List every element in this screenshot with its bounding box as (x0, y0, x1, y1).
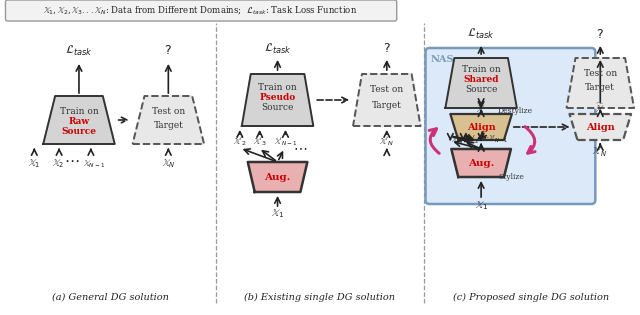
Text: (c) Proposed single DG solution: (c) Proposed single DG solution (452, 292, 609, 301)
Text: Shared: Shared (463, 76, 499, 84)
Text: $\mathcal{L}_{task}$: $\mathcal{L}_{task}$ (467, 27, 495, 41)
Text: Source: Source (261, 102, 294, 112)
Polygon shape (242, 74, 314, 126)
Text: Align: Align (586, 123, 614, 131)
Text: $\mathbb{X}'_3$: $\mathbb{X}'_3$ (451, 134, 463, 146)
Text: $\mathbb{X}'_2$: $\mathbb{X}'_2$ (233, 136, 246, 148)
Text: Destylize: Destylize (498, 107, 533, 115)
Text: Source: Source (61, 128, 97, 136)
FancyArrowPatch shape (429, 129, 439, 153)
Text: $\mathbb{X}'_{N-1}$: $\mathbb{X}'_{N-1}$ (274, 136, 297, 148)
Polygon shape (451, 114, 512, 140)
Text: $\mathbb{X}'_N$: $\mathbb{X}'_N$ (380, 136, 394, 148)
Text: Raw: Raw (68, 117, 90, 127)
Text: (a) General DG solution: (a) General DG solution (52, 293, 169, 301)
Text: Target: Target (154, 121, 183, 129)
Text: $\mathcal{L}_{task}$: $\mathcal{L}_{task}$ (264, 42, 291, 56)
Text: $\mathbb{X}_1$: $\mathbb{X}_1$ (475, 200, 488, 212)
Text: $\mathbb{X}_1, \mathbb{X}_2, \mathbb{X}_3... \mathbb{X}_N$: Data from Different : $\mathbb{X}_1, \mathbb{X}_2, \mathbb{X}_… (43, 4, 357, 16)
Text: $\mathbb{X}_{N-1}$: $\mathbb{X}_{N-1}$ (83, 158, 105, 170)
Text: Train on: Train on (60, 107, 99, 117)
Polygon shape (132, 96, 204, 144)
Text: (b) Existing single DG solution: (b) Existing single DG solution (244, 292, 395, 301)
Text: Aug.: Aug. (264, 173, 291, 181)
Polygon shape (451, 149, 511, 177)
Text: $\mathbb{X}_1$: $\mathbb{X}_1$ (271, 208, 284, 220)
Text: $\mathbb{X}'_3$: $\mathbb{X}'_3$ (253, 136, 266, 148)
Text: $\mathbb{X}_N$: $\mathbb{X}_N$ (161, 158, 175, 170)
Text: Target: Target (372, 100, 402, 110)
Polygon shape (44, 96, 115, 144)
Text: Source: Source (465, 85, 497, 94)
Text: Target: Target (586, 83, 615, 91)
Polygon shape (248, 162, 307, 192)
FancyArrowPatch shape (525, 127, 535, 153)
Text: $\widetilde{\mathbb{X}}$: $\widetilde{\mathbb{X}}$ (595, 101, 605, 115)
Text: Stylize: Stylize (498, 173, 524, 181)
Text: $\mathbb{X}'_N$: $\mathbb{X}'_N$ (593, 145, 608, 159)
Text: $\cdots\mathbb{X}'_{N-1}$: $\cdots\mathbb{X}'_{N-1}$ (481, 133, 509, 145)
Text: Train on: Train on (461, 66, 500, 75)
Text: $\widetilde{\mathbb{X}}$: $\widetilde{\mathbb{X}}$ (476, 101, 486, 115)
Text: NAS: NAS (431, 55, 454, 65)
Polygon shape (570, 114, 631, 140)
Polygon shape (353, 74, 420, 126)
Polygon shape (566, 58, 634, 108)
Text: $\mathbb{X}_1$: $\mathbb{X}_1$ (28, 158, 40, 170)
Polygon shape (445, 58, 517, 108)
Text: Test on: Test on (370, 85, 403, 94)
Text: Test on: Test on (152, 107, 185, 117)
Text: Align: Align (467, 123, 495, 131)
Text: Aug.: Aug. (468, 158, 494, 168)
Text: $\cdots$: $\cdots$ (293, 140, 308, 154)
Text: $\mathcal{L}_{task}$: $\mathcal{L}_{task}$ (65, 44, 93, 58)
FancyBboxPatch shape (426, 48, 595, 204)
FancyBboxPatch shape (6, 0, 397, 21)
Text: $\cdots$: $\cdots$ (64, 153, 80, 167)
Text: $?$: $?$ (164, 44, 172, 58)
Text: $?$: $?$ (383, 43, 390, 55)
Text: $\mathbb{X}'_2$: $\mathbb{X}'_2$ (467, 134, 479, 146)
Text: $?$: $?$ (596, 27, 604, 41)
Text: Test on: Test on (584, 68, 617, 77)
Text: Train on: Train on (258, 83, 297, 91)
Text: Pseudo: Pseudo (259, 93, 296, 101)
Text: $\mathbb{X}_2$: $\mathbb{X}_2$ (52, 158, 64, 170)
